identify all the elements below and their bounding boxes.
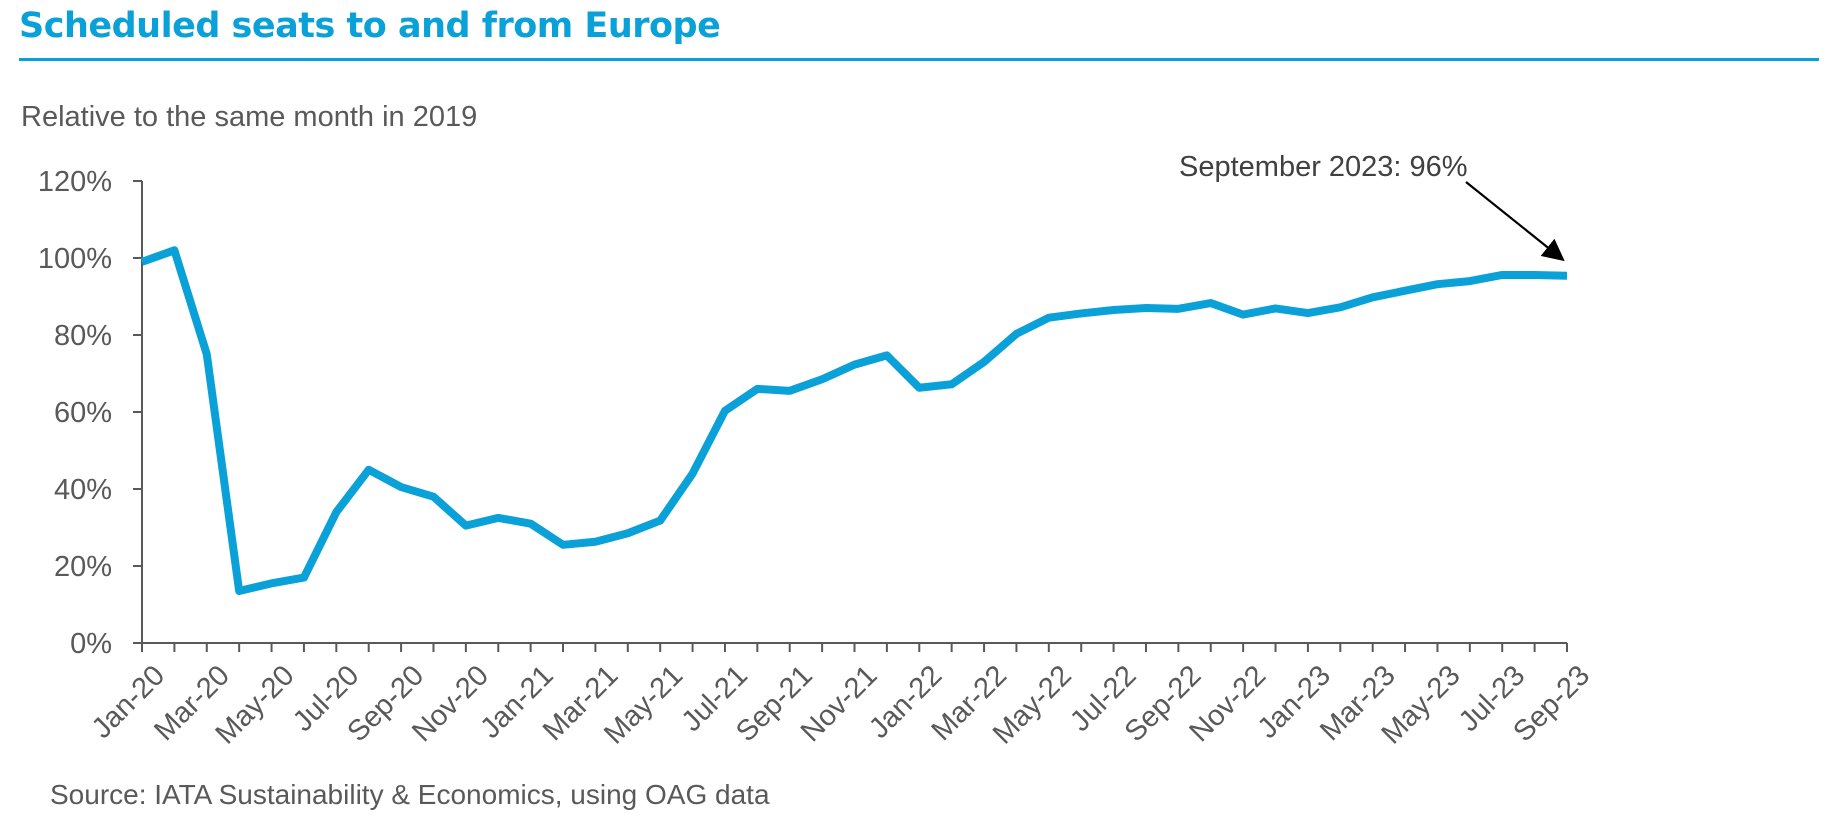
y-tick-label: 20% bbox=[54, 551, 112, 583]
annotation-label: September 2023: 96% bbox=[1179, 151, 1468, 183]
y-tick-label: 60% bbox=[54, 397, 112, 429]
y-tick-label: 100% bbox=[38, 243, 112, 275]
chart-series bbox=[140, 246, 1568, 596]
chart-axes bbox=[133, 180, 1568, 652]
y-tick-label: 40% bbox=[54, 474, 112, 506]
y-tick-label: 80% bbox=[54, 320, 112, 352]
series-line bbox=[140, 246, 1568, 596]
chart-title: Scheduled seats to and from Europe bbox=[19, 6, 721, 46]
y-tick-label: 0% bbox=[70, 628, 112, 660]
annotation-arrow bbox=[1465, 181, 1565, 262]
chart-annotation: September 2023: 96% bbox=[1179, 151, 1565, 262]
source-note: Source: IATA Sustainability & Economics,… bbox=[50, 779, 770, 810]
chart-tick-labels: 0%20%40%60%80%100%120%Jan-20Mar-20May-20… bbox=[38, 166, 1596, 750]
title-underline bbox=[19, 58, 1819, 61]
chart-subtitle: Relative to the same month in 2019 bbox=[21, 101, 478, 133]
y-tick-label: 120% bbox=[38, 166, 112, 198]
